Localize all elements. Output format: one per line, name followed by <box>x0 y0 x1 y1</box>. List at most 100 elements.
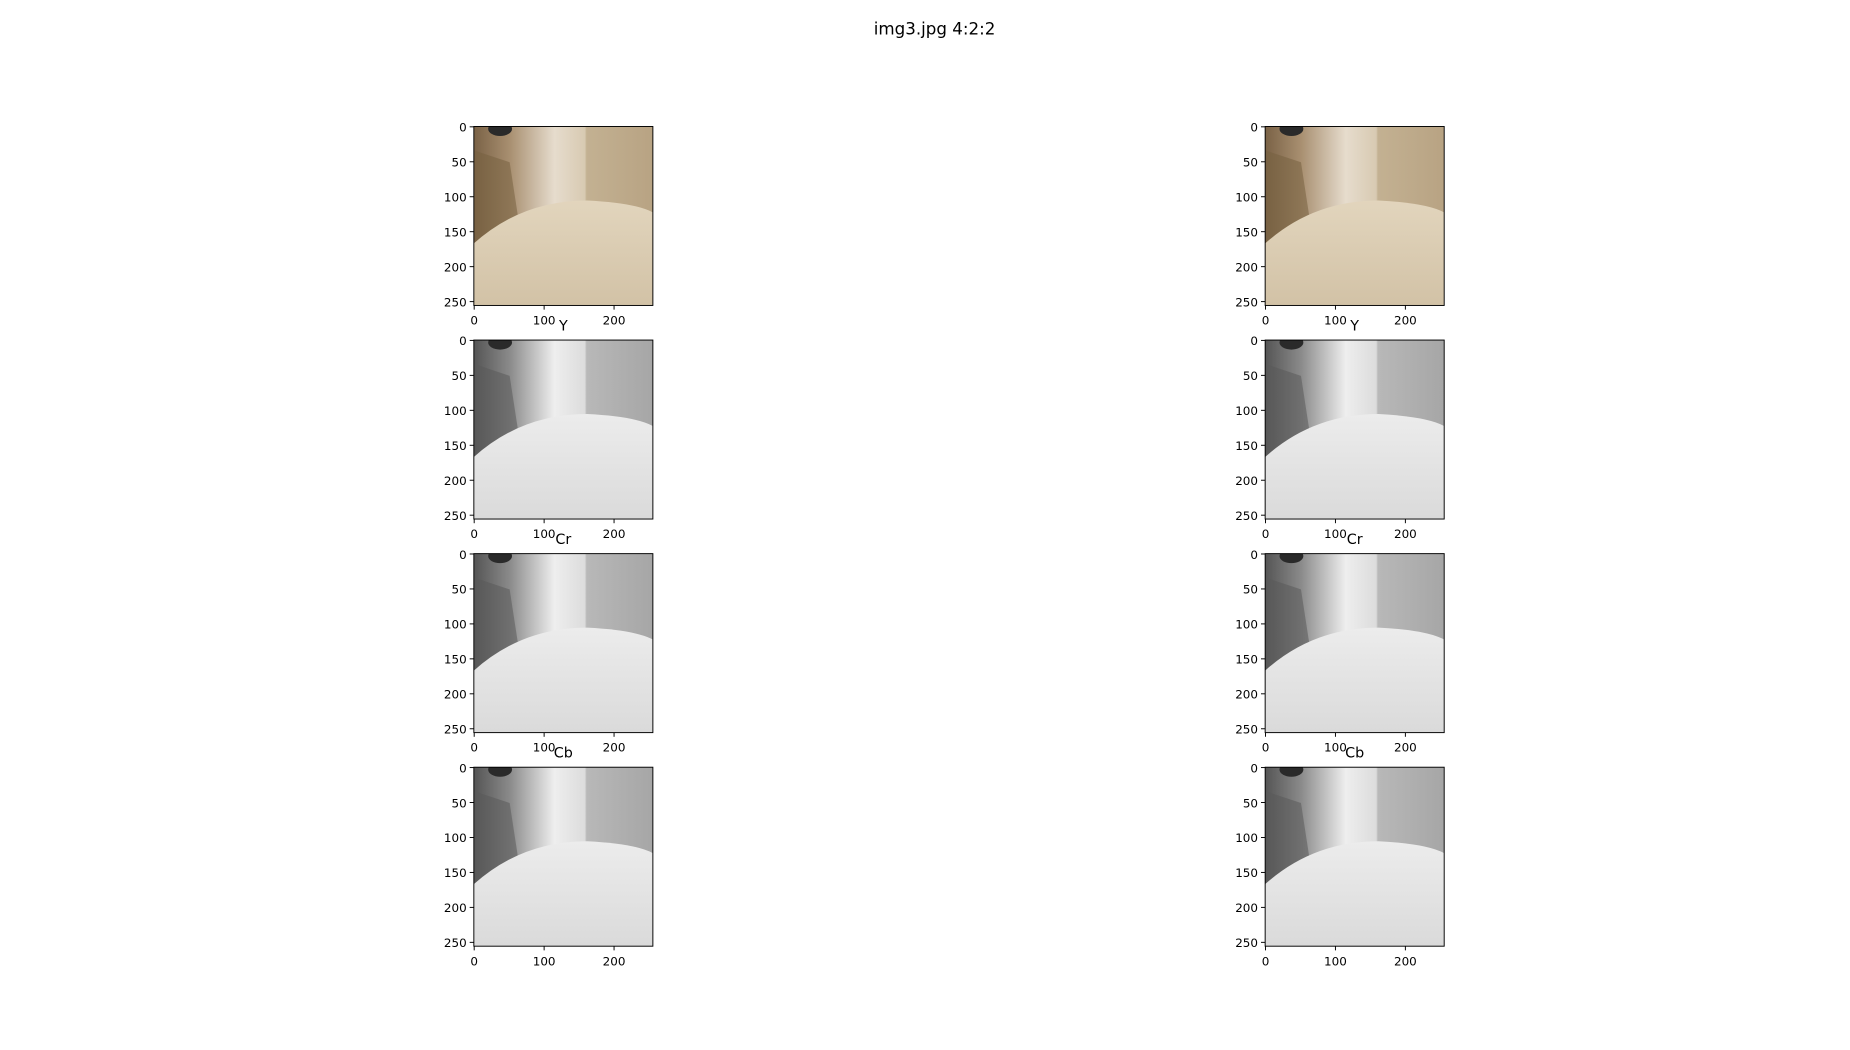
y-tick-label: 0 <box>459 548 467 562</box>
image <box>473 340 653 520</box>
image-foreground <box>1265 200 1445 306</box>
image <box>1265 126 1445 306</box>
image-spot <box>488 340 513 350</box>
x-tick-label: 100 <box>1324 741 1347 755</box>
x-tick-label: 100 <box>533 741 556 755</box>
y-tick-label: 50 <box>452 369 467 383</box>
x-tick-label: 100 <box>1324 527 1347 541</box>
y-tick-label: 250 <box>1235 295 1258 309</box>
y-tick-label: 0 <box>1250 548 1258 562</box>
y-tick-label: 250 <box>1235 723 1258 737</box>
y-tick-label: 150 <box>444 866 467 880</box>
y-tick-label: 200 <box>444 901 467 915</box>
y-tick-label: 200 <box>1235 688 1258 702</box>
image-foreground <box>1265 627 1445 733</box>
image <box>473 126 653 306</box>
y-tick-label: 150 <box>444 653 467 667</box>
image-spot <box>488 767 513 777</box>
y-tick-label: 100 <box>444 191 467 205</box>
axes-frame <box>473 339 654 520</box>
image-panel: 0 100 200 0 50 100 150 200 250 Cr <box>1235 532 1445 755</box>
image <box>1265 553 1445 733</box>
panel-title: Cb <box>1345 746 1364 762</box>
y-tick-label: 200 <box>444 260 467 274</box>
image-foreground <box>473 841 653 947</box>
x-tick-label: 200 <box>1394 527 1417 541</box>
y-tick-label: 150 <box>444 225 467 239</box>
x-tick-label: 100 <box>533 527 556 541</box>
y-tick-label: 100 <box>1235 618 1258 632</box>
x-tick-label: 0 <box>1262 741 1270 755</box>
y-tick-label: 50 <box>452 583 467 597</box>
axes-frame <box>1264 339 1445 520</box>
image-spot <box>488 553 513 564</box>
image-panel: 0 100 200 0 50 100 150 200 250 Y <box>444 319 654 541</box>
y-tick-label: 150 <box>1235 439 1258 453</box>
x-tick-label: 0 <box>470 314 478 328</box>
x-tick-label: 200 <box>603 314 626 328</box>
image-spot <box>1279 340 1304 350</box>
x-tick-label: 200 <box>603 741 626 755</box>
panel-title: Y <box>1349 319 1359 335</box>
x-tick-label: 100 <box>533 954 556 968</box>
x-tick-label: 200 <box>603 527 626 541</box>
y-tick-label: 200 <box>1235 474 1258 488</box>
y-tick-label: 50 <box>452 796 467 810</box>
image-spot <box>1279 126 1304 137</box>
y-tick-label: 150 <box>444 439 467 453</box>
x-tick-label: 0 <box>1262 954 1270 968</box>
y-tick-label: 250 <box>444 509 467 523</box>
axes-frame <box>1264 126 1445 306</box>
y-tick-label: 0 <box>1250 334 1258 348</box>
image-spot <box>488 126 513 137</box>
x-tick-label: 200 <box>1394 954 1417 968</box>
image-foreground <box>1265 841 1445 947</box>
y-tick-label: 50 <box>452 156 467 170</box>
panel-title: Cr <box>1347 532 1363 548</box>
y-tick-label: 100 <box>1235 404 1258 418</box>
image <box>1265 767 1445 947</box>
x-tick-label: 0 <box>1262 527 1270 541</box>
y-tick-label: 200 <box>444 688 467 702</box>
y-tick-label: 200 <box>1235 901 1258 915</box>
x-tick-label: 200 <box>1394 314 1417 328</box>
x-tick-label: 0 <box>470 954 478 968</box>
y-tick-label: 0 <box>1250 761 1258 775</box>
y-tick-label: 250 <box>444 936 467 950</box>
x-tick-label: 0 <box>470 527 478 541</box>
image-panel: 0 100 200 0 50 100 150 200 250 <box>1235 121 1445 328</box>
image-foreground <box>473 627 653 733</box>
image-panel: 0 100 200 0 50 100 150 200 250 Cr <box>444 532 654 755</box>
image-panel: 0 100 200 0 50 100 150 200 250 Cb <box>1235 746 1445 968</box>
y-tick-label: 150 <box>1235 653 1258 667</box>
y-tick-label: 250 <box>1235 509 1258 523</box>
y-tick-label: 0 <box>1250 121 1258 135</box>
axes-frame <box>473 553 654 734</box>
x-tick-label: 200 <box>603 954 626 968</box>
image-foreground <box>473 200 653 306</box>
y-tick-label: 100 <box>444 404 467 418</box>
y-tick-label: 0 <box>459 121 467 135</box>
axes-frame <box>1264 766 1445 947</box>
image-spot <box>1279 553 1304 564</box>
y-tick-label: 250 <box>444 723 467 737</box>
x-tick-label: 100 <box>1324 954 1347 968</box>
image-foreground <box>473 414 653 520</box>
axes-frame <box>473 126 654 306</box>
image-panel: 0 100 200 0 50 100 150 200 250 Cb <box>444 746 654 968</box>
y-tick-label: 200 <box>444 474 467 488</box>
figure-title: img3.jpg 4:2:2 <box>874 19 996 39</box>
y-tick-label: 100 <box>1235 191 1258 205</box>
x-tick-label: 100 <box>1324 314 1347 328</box>
axes-frame <box>1264 553 1445 734</box>
y-tick-label: 150 <box>1235 225 1258 239</box>
y-tick-label: 50 <box>1243 796 1258 810</box>
x-tick-label: 100 <box>533 314 556 328</box>
y-tick-label: 250 <box>444 295 467 309</box>
panel-title: Cb <box>554 746 573 762</box>
y-tick-label: 100 <box>444 618 467 632</box>
y-tick-label: 50 <box>1243 156 1258 170</box>
panel-title: Cr <box>555 532 571 548</box>
